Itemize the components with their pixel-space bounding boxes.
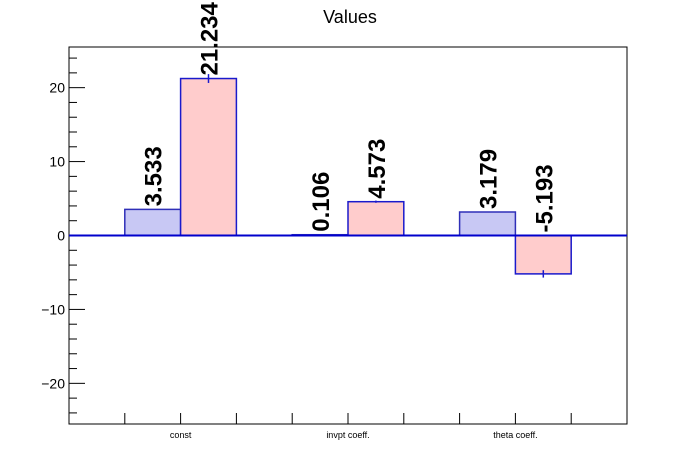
data-label: -5.193 [531, 164, 558, 232]
bars [124, 74, 572, 278]
data-label: 3.179 [476, 149, 503, 209]
category-label: theta coeff. [493, 430, 537, 440]
bar [124, 208, 182, 237]
y-tick-label: 0 [57, 228, 65, 244]
data-label: 0.106 [308, 172, 335, 232]
data-labels: 3.533 21.234 0.106 4.573 3.179 -5.193 [141, 1, 559, 232]
category-label: invpt coeff. [326, 430, 369, 440]
y-tick-label: −20 [41, 375, 65, 391]
bar [458, 211, 517, 237]
y-tick-label: −10 [41, 301, 65, 317]
category-label: const [170, 430, 192, 440]
bar [347, 200, 405, 237]
data-label: 4.573 [364, 139, 391, 199]
bar [514, 234, 572, 275]
data-label: 21.234 [197, 1, 224, 75]
y-tick-label: 10 [49, 154, 65, 170]
y-tick-label: 20 [49, 80, 65, 96]
chart-title: Values [323, 7, 377, 27]
category-labels: const invpt coeff. theta coeff. [170, 430, 538, 440]
x-axis [124, 413, 572, 424]
bar [179, 77, 238, 237]
data-label: 3.533 [141, 146, 168, 206]
